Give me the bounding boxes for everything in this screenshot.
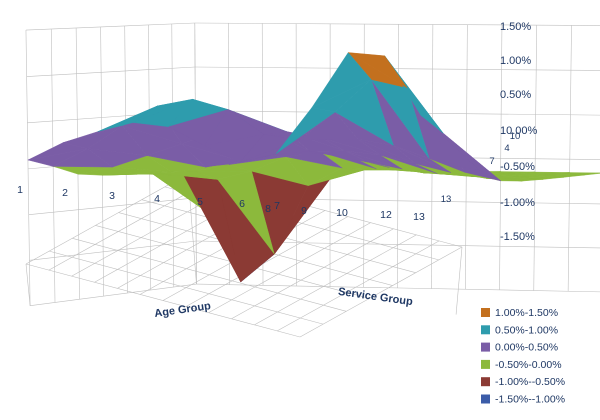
svg-text:5: 5 (197, 196, 203, 208)
svg-text:-1.00%: -1.00% (500, 197, 535, 209)
svg-text:12: 12 (380, 209, 392, 221)
svg-text:-1.50%--1.00%: -1.50%--1.00% (495, 394, 565, 406)
svg-text:10: 10 (336, 207, 348, 219)
svg-text:1.50%: 1.50% (500, 21, 531, 33)
svg-text:13: 13 (413, 211, 425, 223)
svg-text:10: 10 (510, 131, 521, 142)
svg-text:4: 4 (154, 193, 160, 205)
svg-text:7: 7 (274, 200, 280, 212)
svg-text:6: 6 (239, 198, 245, 210)
svg-text:8: 8 (265, 203, 271, 215)
svg-text:0.50%: 0.50% (500, 89, 531, 101)
svg-text:1: 1 (17, 184, 23, 196)
svg-text:1.00%: 1.00% (500, 55, 531, 67)
svg-text:7: 7 (489, 156, 494, 167)
svg-text:4: 4 (504, 143, 509, 154)
svg-text:-1.50%: -1.50% (500, 231, 535, 243)
svg-text:-0.50%-0.00%: -0.50%-0.00% (495, 359, 562, 371)
svg-text:0.00%-0.50%: 0.00%-0.50% (495, 342, 558, 354)
svg-text:0.50%-1.00%: 0.50%-1.00% (495, 324, 558, 336)
svg-text:-0.50%: -0.50% (500, 161, 535, 173)
svg-text:2: 2 (62, 187, 68, 199)
svg-text:-1.00%--0.50%: -1.00%--0.50% (495, 376, 565, 388)
svg-text:3: 3 (109, 190, 115, 202)
svg-text:9: 9 (301, 205, 307, 217)
svg-text:13: 13 (441, 194, 452, 205)
svg-text:1.00%-1.50%: 1.00%-1.50% (495, 307, 558, 319)
